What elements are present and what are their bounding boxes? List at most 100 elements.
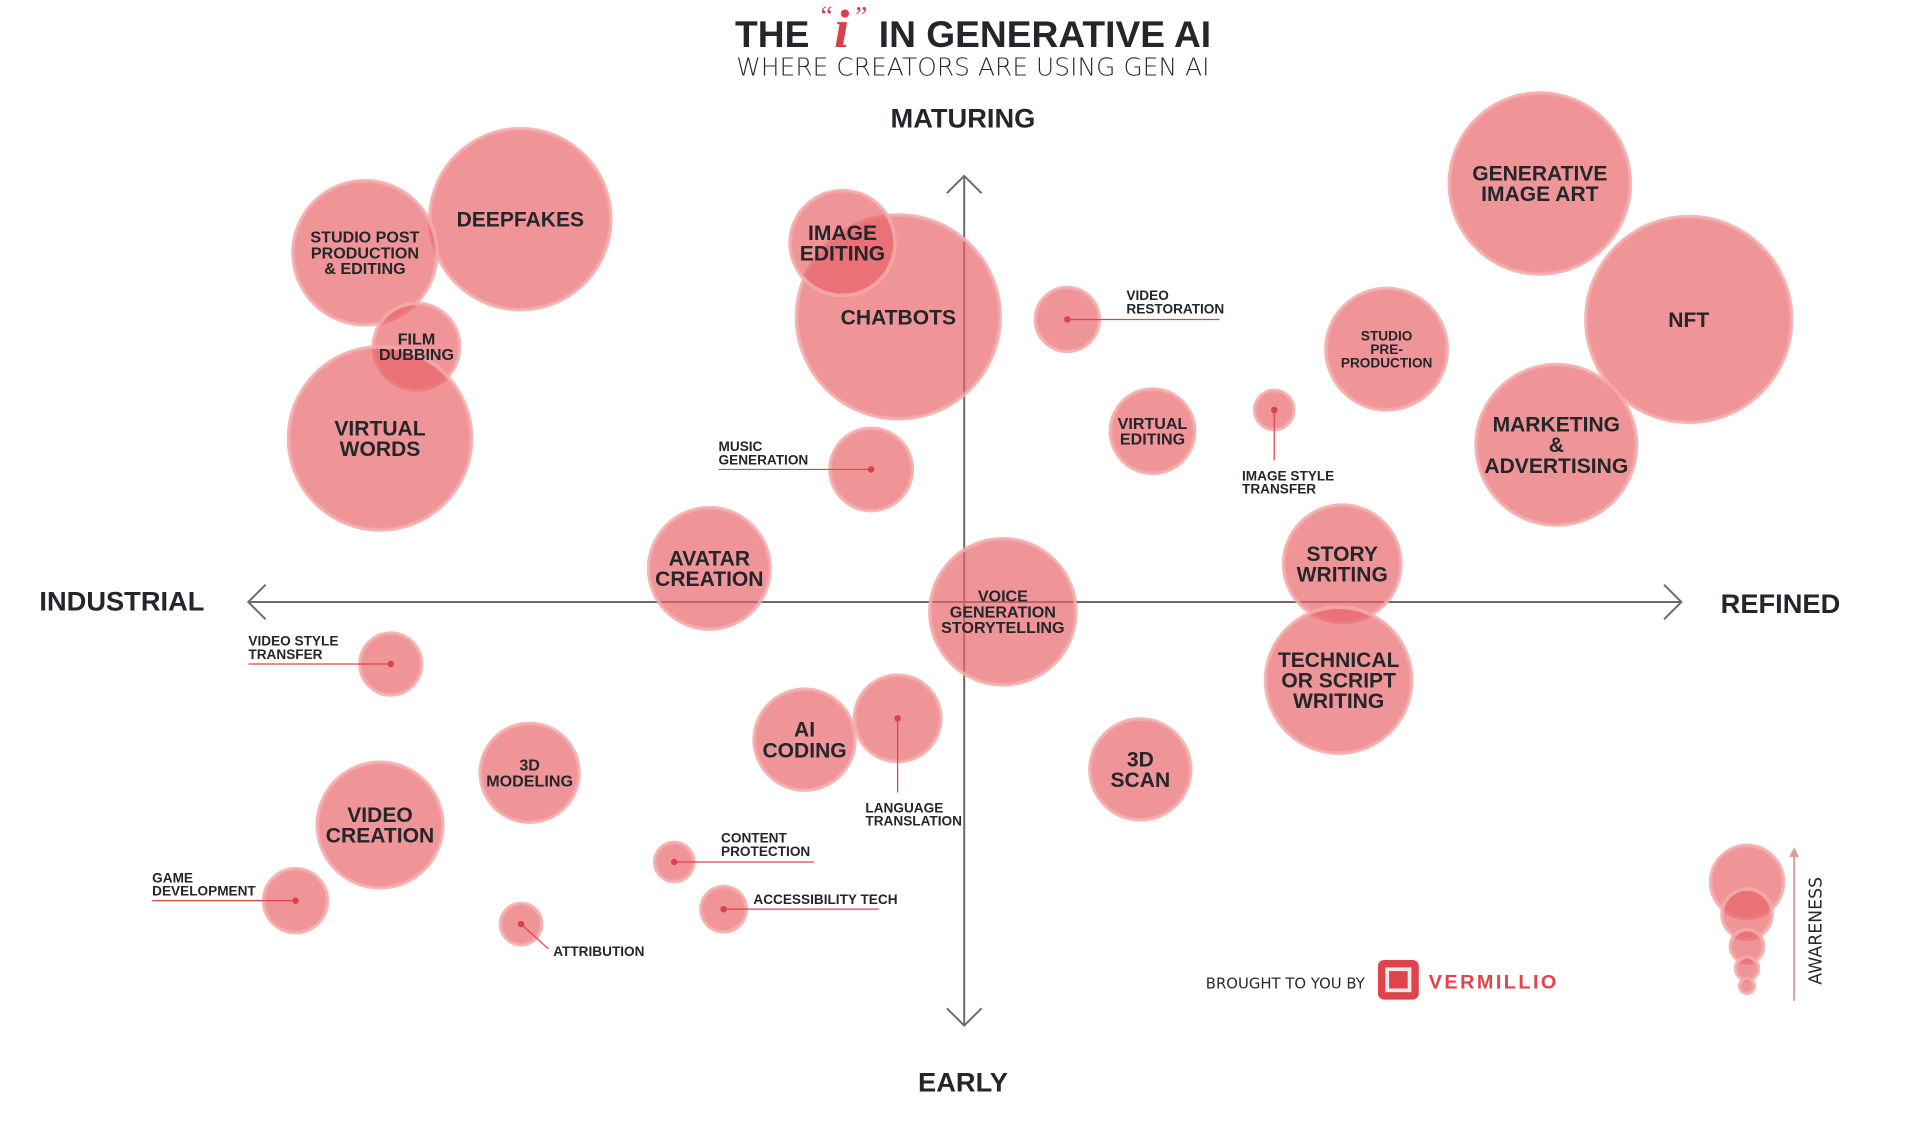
awareness-arrow-icon xyxy=(1789,847,1800,858)
title-rest: IN GENERATIVE AI xyxy=(879,13,1211,55)
bubble-label-line: TRANSFER xyxy=(1242,482,1316,497)
bubble-label-line: STUDIO POST xyxy=(310,229,419,247)
x-axis-min-label: INDUSTRIAL xyxy=(39,586,204,617)
label-deepfakes: DEEPFAKES xyxy=(457,209,584,232)
bubble-technical-or-script-writing xyxy=(1263,605,1414,756)
brought-by-text: BROUGHT TO YOU BY xyxy=(1206,974,1366,992)
bubble-label-line: EDITING xyxy=(1120,431,1185,449)
bubble-label-line: GAME xyxy=(152,870,193,885)
bubble-label-line: MODELING xyxy=(486,772,573,790)
bubble-label-line: TRANSFER xyxy=(248,647,322,662)
brand-name: VERMILLIO xyxy=(1429,971,1559,993)
bubble-label-line: CONTENT xyxy=(721,830,787,845)
bubble-label-line: CODING xyxy=(762,739,846,762)
bubble-3d-scan xyxy=(1088,717,1193,822)
bubble-label-line: & EDITING xyxy=(324,260,405,278)
bubble-label-line: ATTRIBUTION xyxy=(553,944,644,959)
bubble-label-line: CREATION xyxy=(326,825,434,848)
bubble-studio-post-production-editing xyxy=(291,178,439,327)
bubble-label-line: GENERATION xyxy=(719,452,809,467)
bubble-label-line: MARKETING xyxy=(1493,414,1620,437)
bubble-studio-pre-production xyxy=(1324,286,1450,412)
bubble-label-line: LANGUAGE xyxy=(865,800,943,815)
bubble-label-line: PRODUCTION xyxy=(1341,355,1432,370)
bubble-label-line: STORY xyxy=(1307,543,1378,566)
label-nft: NFT xyxy=(1668,309,1709,332)
bubble-label-line: FILM xyxy=(398,330,436,348)
bubble-virtual-editing xyxy=(1108,387,1197,476)
bubble-voice-generation-storytelling xyxy=(928,536,1078,687)
bubble-label-line: & xyxy=(1549,434,1564,457)
bubble-label-line: VOICE xyxy=(978,588,1028,606)
x-axis-max-label: REFINED xyxy=(1721,588,1841,619)
bubble-marketing-advertising xyxy=(1474,362,1639,527)
bubble-label-line: TECHNICAL xyxy=(1278,649,1400,672)
label-attribution: ATTRIBUTION xyxy=(517,920,644,959)
legend-size-circle xyxy=(1733,955,1761,982)
bubble-label-line: GENERATIVE xyxy=(1472,163,1607,186)
bubble-label-line: 3D xyxy=(1127,748,1154,771)
bubble-label-line: WORDS xyxy=(340,438,421,461)
arrow-up-icon xyxy=(946,174,983,194)
title-quote-close: ” xyxy=(855,1,867,31)
bubble-label-line: VIRTUAL xyxy=(334,417,425,440)
bubble-3d-modeling xyxy=(478,721,581,824)
bubble-nft xyxy=(1584,214,1794,425)
bubble-label-line: NFT xyxy=(1668,309,1709,332)
bubble-label-line: TRANSLATION xyxy=(865,814,962,829)
label-marketing-advertising: MARKETING&ADVERTISING xyxy=(1484,414,1628,478)
arrow-right-icon xyxy=(1663,583,1683,621)
bubble-label-line: AI xyxy=(794,719,815,742)
bubble-label-line: DEEPFAKES xyxy=(457,209,584,232)
y-axis-max-label: MATURING xyxy=(891,103,1036,134)
chart-title: THE “ i ” IN GENERATIVE AI xyxy=(735,0,1211,59)
bubble-label-line: ADVERTISING xyxy=(1484,455,1628,478)
bubble-label-line: PRE- xyxy=(1370,342,1403,357)
bubble-label-line: GENERATION xyxy=(950,603,1056,621)
bubble-label-line: STORYTELLING xyxy=(941,619,1064,637)
bubble-label-line: IMAGE ART xyxy=(1481,183,1598,206)
bubble-label-line: VIRTUAL xyxy=(1118,415,1188,433)
bubble-label-line: VIDEO xyxy=(347,804,413,827)
y-axis-min-label: EARLY xyxy=(918,1066,1008,1097)
bubble-label-line: VIDEO xyxy=(1126,288,1169,303)
bubble-label-line: MUSIC xyxy=(719,439,763,454)
bubble-ai-coding xyxy=(752,687,857,792)
bubble-label-line: 3D xyxy=(519,757,540,775)
awareness-legend: AWARENESS xyxy=(1708,843,1826,1001)
label-dot xyxy=(867,466,875,473)
bubble-video-creation xyxy=(315,760,445,890)
bubble-label-line: CHATBOTS xyxy=(841,306,956,329)
bubble-generative-image-art xyxy=(1447,91,1633,276)
bubble-label-line: STUDIO xyxy=(1361,329,1413,344)
bubble-label-line: WRITING xyxy=(1297,563,1388,586)
bubble-label-line: CREATION xyxy=(655,568,763,591)
bubble-label-line: IMAGE xyxy=(808,222,877,245)
bubble-label-line: DUBBING xyxy=(379,346,454,364)
awareness-label: AWARENESS xyxy=(1806,877,1826,985)
bubble-label-line: EDITING xyxy=(800,243,885,266)
arrow-left-icon xyxy=(246,583,267,621)
bubble-label-line: RESTORATION xyxy=(1126,301,1224,316)
bubble-label-line: OR SCRIPT xyxy=(1281,670,1396,693)
bubble-label-line: IMAGE STYLE xyxy=(1242,468,1334,483)
leader-line xyxy=(520,923,549,950)
bubble-label-line: WRITING xyxy=(1293,690,1384,713)
